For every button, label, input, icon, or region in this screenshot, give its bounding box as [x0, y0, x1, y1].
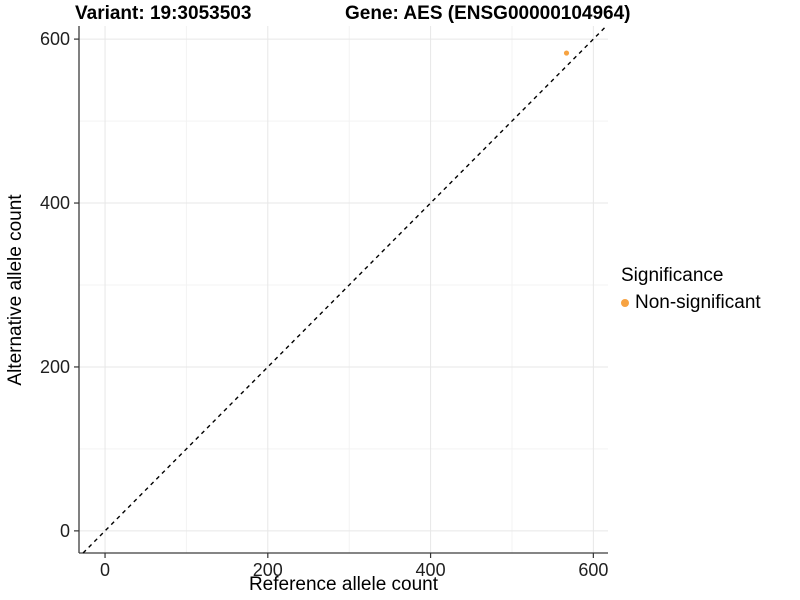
legend-title: Significance [621, 265, 724, 286]
x-tick-label: 0 [100, 560, 110, 580]
x-axis-title: Reference allele count [248, 574, 439, 595]
y-tick-label: 600 [40, 29, 70, 49]
legend-item-label: Non-significant [635, 292, 761, 313]
y-tick-label: 400 [40, 193, 70, 213]
plot-title-variant: Variant: 19:3053503 [75, 3, 252, 24]
data-point [563, 50, 570, 56]
identity-line [82, 25, 607, 554]
x-tick-label: 200 [253, 560, 283, 580]
y-axis-title: Alternative allele count [5, 194, 26, 386]
legend: Significance Non-significant [621, 265, 761, 314]
x-tick-label: 400 [416, 560, 446, 580]
y-tick-label: 200 [40, 357, 70, 377]
y-tick-label: 0 [60, 521, 70, 541]
x-tick-label: 600 [578, 560, 608, 580]
plot-title-gene: Gene: AES (ENSG00000104964) [345, 3, 631, 24]
legend-item-non-significant: Non-significant [621, 292, 761, 314]
legend-point-icon [621, 299, 629, 307]
